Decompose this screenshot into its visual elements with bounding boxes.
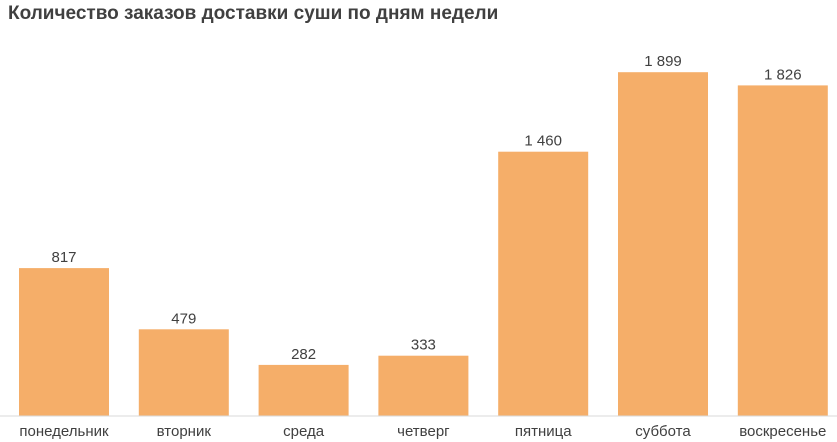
value-label: 282: [291, 346, 316, 363]
bar-воскресенье: [737, 85, 828, 417]
category-label: понедельник: [19, 423, 109, 440]
category-label: среда: [283, 423, 325, 440]
value-label: 333: [411, 337, 436, 354]
value-label: 479: [171, 310, 196, 327]
category-label: суббота: [635, 423, 691, 440]
bars-group: [19, 72, 828, 417]
category-label: воскресенье: [739, 423, 826, 440]
bar-понедельник: [19, 268, 109, 416]
value-label: 817: [51, 249, 76, 266]
category-label: четверг: [397, 423, 450, 440]
bar-среда: [258, 364, 349, 416]
value-label: 1 899: [644, 53, 682, 70]
bar-суббота: [618, 72, 708, 416]
bar-четверг: [378, 355, 469, 416]
category-label: пятница: [515, 423, 572, 440]
value-labels-group: 817 479 282 333 1 460 1 899 1 826: [51, 53, 801, 363]
chart-title: Количество заказов доставки суши по дням…: [8, 3, 499, 24]
bar-пятница: [498, 151, 589, 416]
category-label: вторник: [157, 423, 212, 440]
bar-вторник: [138, 329, 229, 416]
value-label: 1 826: [764, 66, 802, 83]
category-labels-group: понедельник вторник среда четверг пятница суб…: [19, 423, 826, 440]
value-label: 1 460: [524, 133, 562, 150]
